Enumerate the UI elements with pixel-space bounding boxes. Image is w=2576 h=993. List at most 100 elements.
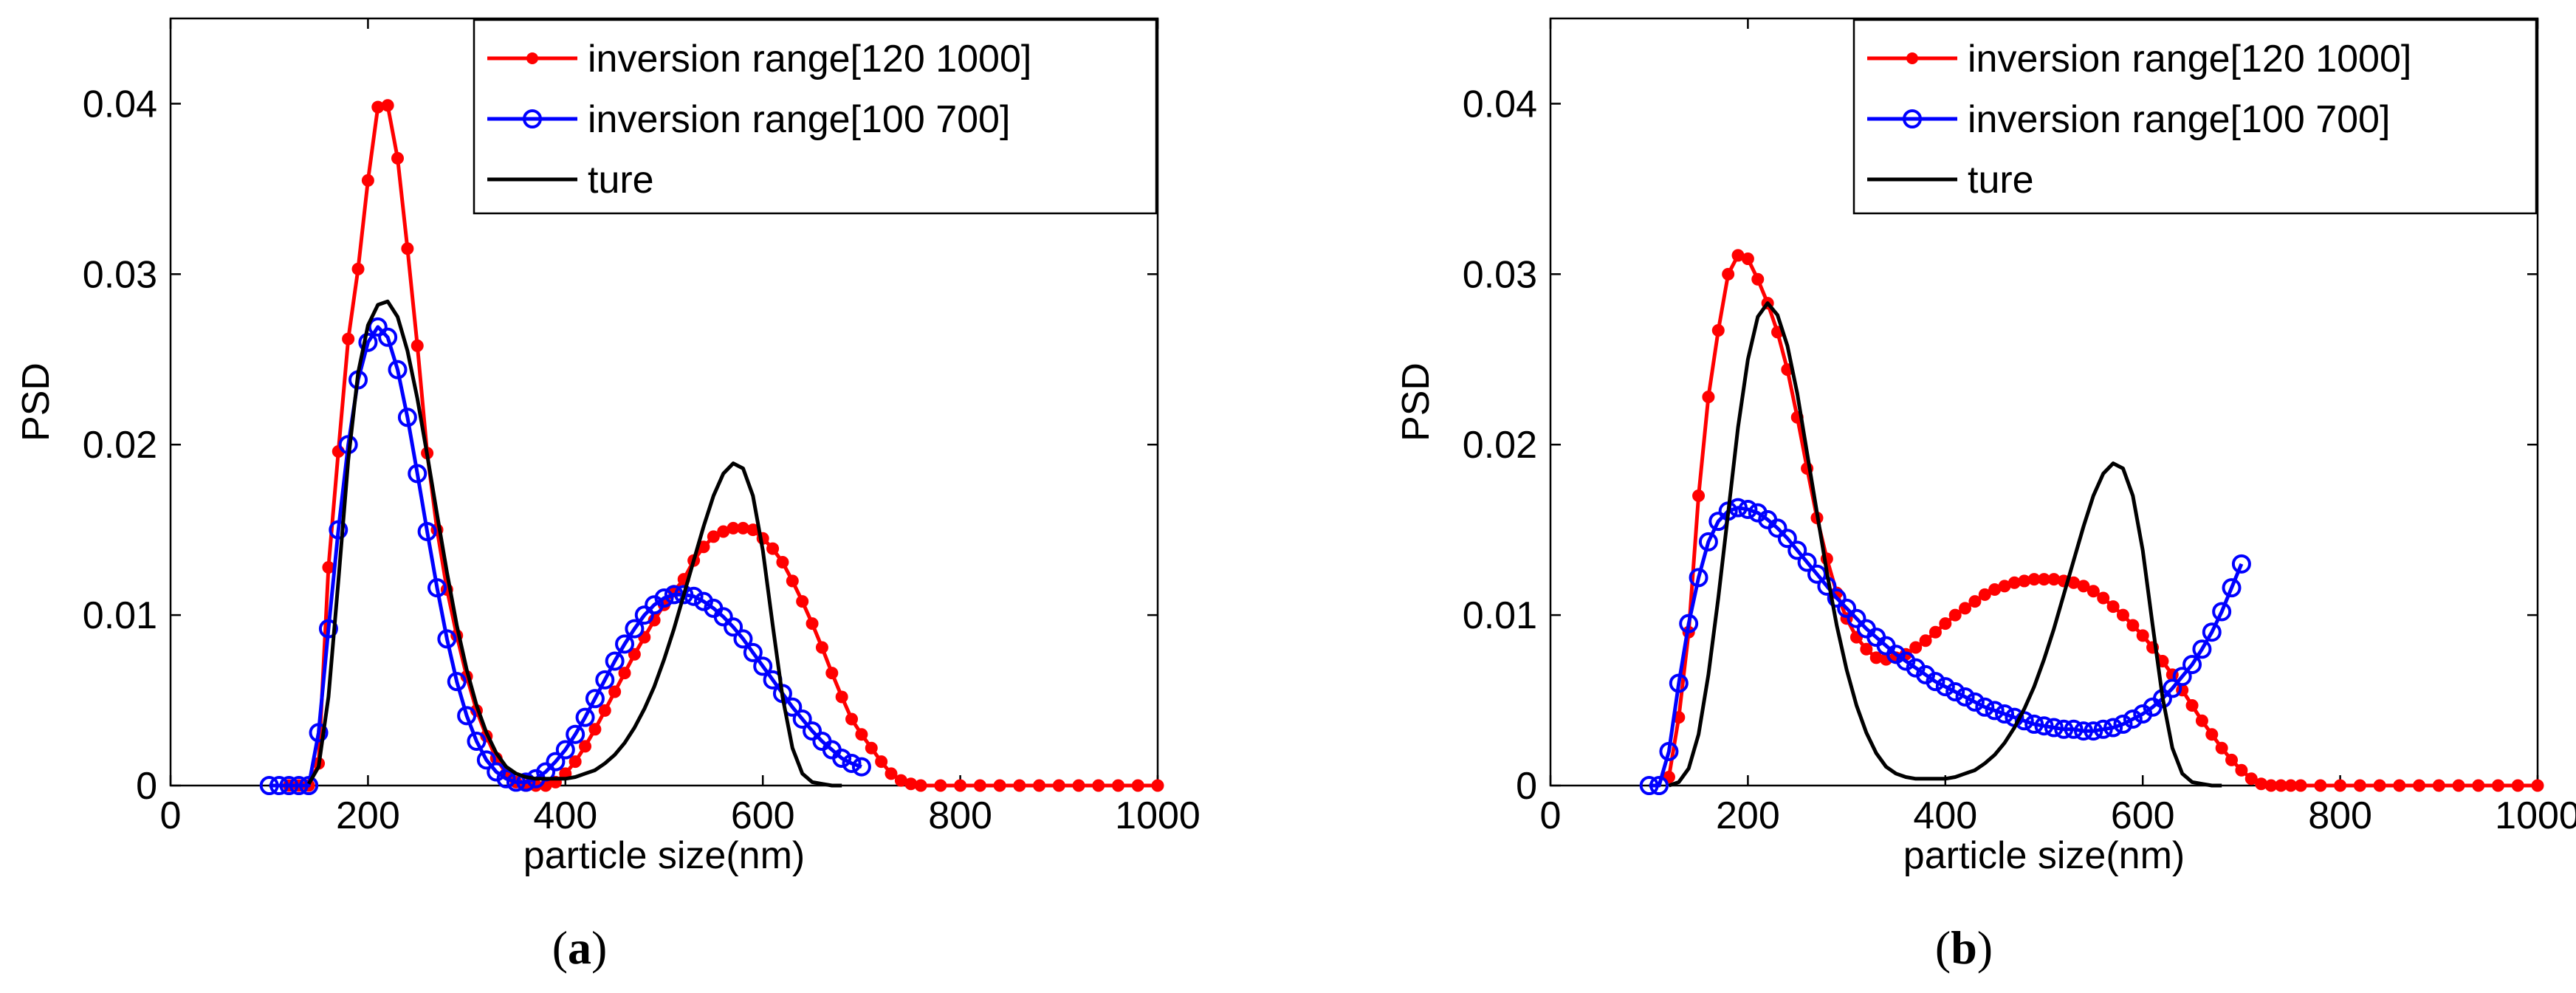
data-point (885, 767, 898, 780)
data-point (865, 741, 878, 755)
y-tick-label: 0.01 (1463, 594, 1537, 637)
data-point (2034, 716, 2054, 736)
data-point (2452, 779, 2465, 792)
data-point (2472, 779, 2485, 792)
data-point (579, 740, 592, 753)
data-point (381, 99, 394, 112)
data-point (1928, 625, 1942, 639)
data-point (329, 520, 348, 540)
data-point (598, 704, 611, 717)
data-point (628, 647, 641, 661)
data-point (1131, 779, 1144, 792)
data-point (1797, 552, 1817, 572)
panel-caption: (b) (1935, 921, 1993, 974)
y-tick-label: 0 (1516, 765, 1537, 808)
series-line (1668, 301, 2222, 788)
data-point (2244, 772, 2258, 786)
data-point (2172, 667, 2192, 687)
data-point (269, 776, 289, 795)
data-point (378, 327, 398, 347)
data-point (1033, 779, 1046, 792)
x-tick-label: 400 (533, 794, 597, 837)
data-point (2235, 763, 2248, 777)
data-point (2093, 719, 2113, 739)
data-point (1807, 564, 1827, 584)
y-tick-label: 0.01 (83, 594, 157, 637)
legend: inversion range[120 1000] inversion range… (1852, 18, 2538, 215)
data-point (361, 173, 374, 187)
data-point (674, 585, 694, 605)
x-axis-label: particle size(nm) (523, 834, 805, 877)
data-point (2192, 639, 2212, 659)
data-point (1985, 701, 2005, 721)
data-point (1669, 673, 1689, 693)
data-point (1968, 595, 1982, 608)
data-point (1052, 779, 1065, 792)
legend-entry-label: inversion range[120 1000] (588, 38, 1031, 80)
data-point (1722, 267, 1735, 281)
data-point (2113, 714, 2133, 734)
data-point (634, 605, 654, 625)
legend-entry-label: inversion range[100 700] (1968, 98, 2390, 141)
data-point (2202, 622, 2222, 642)
data-point (2195, 714, 2208, 727)
data-point (1692, 489, 1706, 502)
data-point (391, 151, 405, 165)
data-point (575, 707, 595, 727)
data-point (766, 542, 780, 555)
data-point (351, 262, 365, 275)
data-point (2136, 629, 2149, 642)
legend-marker (526, 52, 538, 64)
data-point (1639, 776, 1659, 795)
data-point (1965, 692, 1985, 712)
data-point (2073, 721, 2093, 741)
data-point (1151, 779, 1164, 792)
data-point (408, 464, 427, 484)
data-point (973, 779, 986, 792)
chart-panel-a: 0 200 400 600 800 1000 0 0.01 0.02 0.03 0.04 partic… (15, 17, 1201, 974)
data-point (1777, 529, 1797, 549)
legend-entry-label: inversion range[120 1000] (1968, 38, 2411, 80)
data-point (2231, 554, 2251, 574)
y-tick-label: 0.03 (1463, 253, 1537, 296)
x-tick-label: 1000 (2495, 794, 2576, 837)
data-point (2064, 719, 2084, 739)
data-point (401, 242, 414, 255)
data-point (835, 690, 848, 704)
data-point (1112, 779, 1125, 792)
data-point (654, 588, 674, 608)
x-tick-label: 600 (2111, 794, 2175, 837)
chart-panel-b: 0 200 400 600 800 1000 0 0.01 0.02 0.03 0.04 partic… (1395, 17, 2576, 974)
series-ture (1668, 301, 2222, 788)
data-point (467, 731, 487, 751)
data-point (299, 776, 319, 795)
data-point (2116, 608, 2129, 622)
x-tick-label: 200 (336, 794, 400, 837)
data-point (1837, 598, 1857, 618)
data-point (2163, 678, 2182, 698)
data-point (845, 712, 859, 726)
data-point (608, 685, 622, 698)
data-point (713, 607, 733, 627)
data-point (318, 619, 338, 639)
data-point (342, 332, 355, 346)
data-point (2511, 779, 2524, 792)
data-point (2212, 602, 2232, 622)
data-point (1679, 614, 1699, 633)
data-point (2182, 655, 2202, 675)
data-point (1649, 776, 1669, 795)
data-point (289, 776, 309, 795)
data-point (569, 755, 582, 769)
data-point (842, 753, 862, 773)
data-point (588, 723, 602, 736)
data-point (803, 721, 822, 741)
data-point (1768, 518, 1787, 538)
data-point (1741, 252, 1754, 266)
data-point (753, 656, 773, 676)
data-point (1847, 608, 1866, 628)
data-point (1072, 779, 1085, 792)
data-point (2086, 585, 2100, 598)
data-point (796, 595, 809, 608)
data-point (259, 776, 279, 795)
